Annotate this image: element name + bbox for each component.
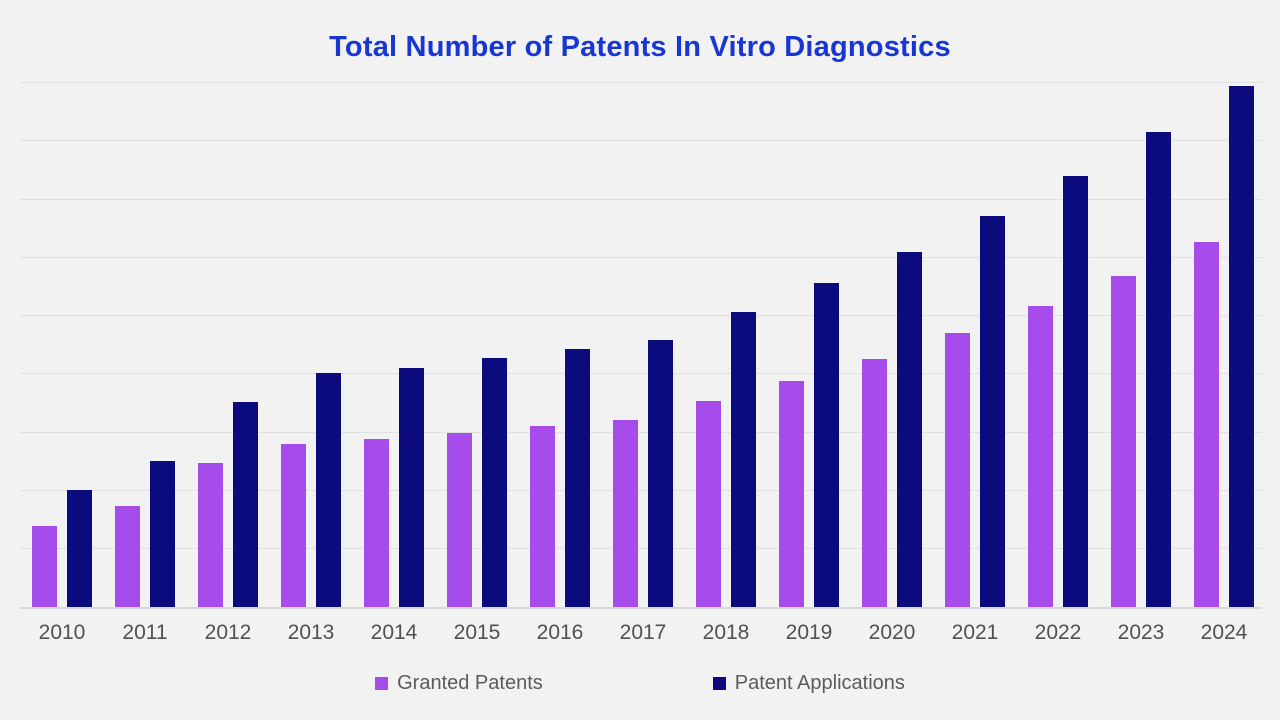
- bar-patent-applications-2015: [482, 358, 507, 607]
- bar-granted-patents-2014: [364, 439, 389, 607]
- bar-group-2010: [32, 490, 92, 607]
- x-axis-label-2014: 2014: [370, 621, 418, 644]
- legend: Granted Patents Patent Applications: [0, 668, 1280, 698]
- bar-group-2011: [115, 461, 175, 607]
- legend-item-granted-patents: Granted Patents: [375, 668, 543, 698]
- bar-patent-applications-2011: [150, 461, 175, 607]
- legend-item-patent-applications: Patent Applications: [712, 668, 905, 698]
- chart-title: Total Number of Patents In Vitro Diagnos…: [329, 31, 951, 63]
- bar-group-2024: [1194, 86, 1254, 607]
- gridline: [20, 373, 1262, 374]
- bar-patent-applications-2018: [731, 312, 756, 607]
- bar-granted-patents-2020: [862, 359, 887, 607]
- bar-group-2017: [613, 340, 673, 607]
- bar-group-2012: [198, 402, 258, 607]
- legend-swatch-icon: [375, 676, 389, 690]
- bar-group-2023: [1111, 132, 1171, 607]
- bar-granted-patents-2012: [198, 463, 223, 607]
- x-axis-label-2016: 2016: [536, 621, 584, 644]
- gridline: [20, 199, 1262, 200]
- bar-granted-patents-2018: [696, 401, 721, 607]
- bar-patent-applications-2016: [565, 349, 590, 607]
- bar-patent-applications-2019: [814, 283, 839, 607]
- x-axis-label-2023: 2023: [1117, 621, 1165, 644]
- bar-group-2014: [364, 368, 424, 607]
- gridline: [20, 490, 1262, 491]
- gridline: [20, 257, 1262, 258]
- bar-granted-patents-2017: [613, 420, 638, 607]
- x-axis-label-2012: 2012: [204, 621, 252, 644]
- x-axis-labels: 2010 2011 2012 2013 2014 2015 2016 2017 2018 2019…: [0, 619, 1280, 649]
- bar-granted-patents-2013: [281, 444, 306, 607]
- gridline: [20, 82, 1262, 83]
- legend-label: Granted Patents: [397, 672, 543, 694]
- bar-granted-patents-2011: [115, 506, 140, 607]
- x-axis-label-2021: 2021: [951, 621, 999, 644]
- bar-group-2016: [530, 349, 590, 607]
- bar-granted-patents-2023: [1111, 276, 1136, 607]
- x-axis-label-2015: 2015: [453, 621, 501, 644]
- x-axis-label-2020: 2020: [868, 621, 916, 644]
- bar-group-2021: [945, 216, 1005, 607]
- gridline: [20, 140, 1262, 141]
- bar-granted-patents-2021: [945, 333, 970, 607]
- bar-granted-patents-2015: [447, 433, 472, 607]
- bar-patent-applications-2012: [233, 402, 258, 607]
- x-axis-label-2017: 2017: [619, 621, 667, 644]
- bar-patent-applications-2010: [67, 490, 92, 607]
- bar-group-2018: [696, 312, 756, 607]
- bar-group-2013: [281, 373, 341, 607]
- bar-granted-patents-2019: [779, 381, 804, 607]
- bar-patent-applications-2013: [316, 373, 341, 607]
- bar-granted-patents-2016: [530, 426, 555, 607]
- x-axis-label-2011: 2011: [122, 621, 168, 644]
- x-axis-label-2019: 2019: [785, 621, 833, 644]
- plot-area: [20, 82, 1262, 609]
- bar-patent-applications-2023: [1146, 132, 1171, 607]
- bar-group-2015: [447, 358, 507, 607]
- bar-patent-applications-2021: [980, 216, 1005, 607]
- gridline: [20, 432, 1262, 433]
- bar-patent-applications-2022: [1063, 176, 1088, 607]
- legend-swatch-icon: [712, 676, 726, 690]
- bar-group-2020: [862, 252, 922, 607]
- bar-patent-applications-2020: [897, 252, 922, 607]
- x-axis-label-2010: 2010: [38, 621, 86, 644]
- bar-patent-applications-2017: [648, 340, 673, 607]
- gridline: [20, 548, 1262, 549]
- bar-granted-patents-2024: [1194, 242, 1219, 607]
- x-axis-label-2022: 2022: [1034, 621, 1082, 644]
- legend-label: Patent Applications: [734, 672, 905, 694]
- x-axis-label-2024: 2024: [1200, 621, 1248, 644]
- x-axis-label-2018: 2018: [702, 621, 750, 644]
- bar-group-2022: [1028, 176, 1088, 607]
- bar-patent-applications-2014: [399, 368, 424, 607]
- bar-granted-patents-2010: [32, 526, 57, 607]
- gridline: [20, 315, 1262, 316]
- x-axis-label-2013: 2013: [287, 621, 335, 644]
- bar-group-2019: [779, 283, 839, 607]
- bar-granted-patents-2022: [1028, 306, 1053, 607]
- bar-patent-applications-2024: [1229, 86, 1254, 607]
